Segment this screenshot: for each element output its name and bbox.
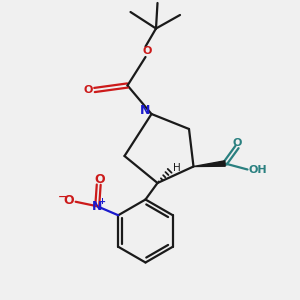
Text: +: + bbox=[98, 197, 105, 206]
Text: O: O bbox=[233, 137, 242, 148]
Text: O: O bbox=[64, 194, 74, 207]
Text: N: N bbox=[92, 200, 102, 213]
Text: −: − bbox=[58, 192, 68, 202]
Text: H: H bbox=[172, 163, 180, 173]
Text: O: O bbox=[94, 173, 105, 186]
Text: O: O bbox=[142, 46, 152, 56]
Text: N: N bbox=[140, 104, 151, 117]
Polygon shape bbox=[194, 161, 225, 167]
Text: OH: OH bbox=[249, 165, 267, 175]
Text: O: O bbox=[83, 85, 93, 95]
